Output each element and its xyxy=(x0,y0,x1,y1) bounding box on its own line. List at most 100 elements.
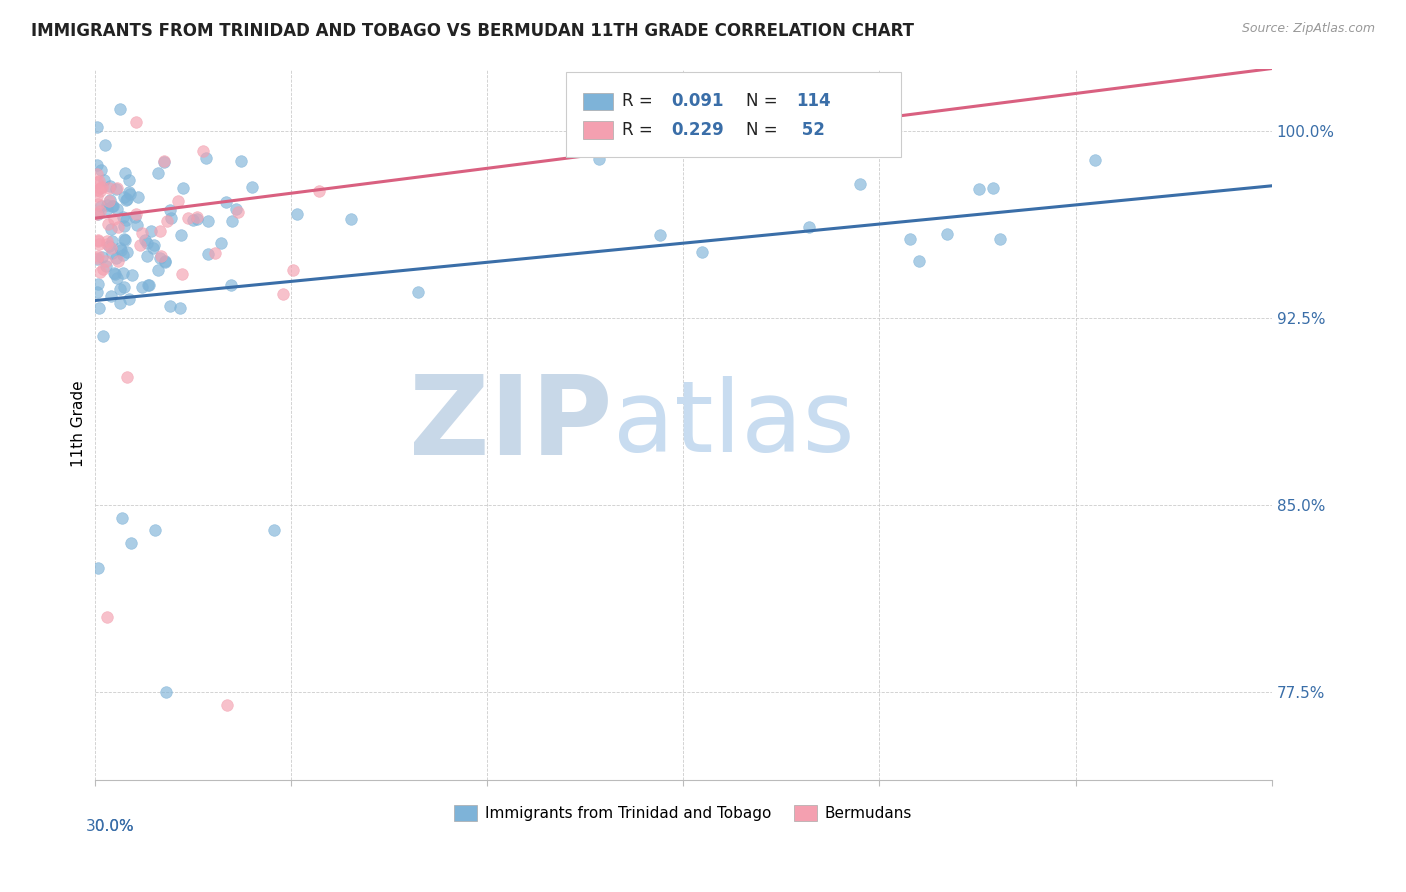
Point xyxy=(86,234,108,248)
Point xyxy=(215,194,238,209)
Point xyxy=(225,202,247,216)
Point xyxy=(86,233,108,247)
Point xyxy=(120,535,142,549)
Point xyxy=(195,151,218,165)
Point xyxy=(90,250,112,264)
Point xyxy=(114,166,136,180)
Point xyxy=(149,249,172,263)
Point xyxy=(93,262,115,277)
Text: IMMIGRANTS FROM TRINIDAD AND TOBAGO VS BERMUDAN 11TH GRADE CORRELATION CHART: IMMIGRANTS FROM TRINIDAD AND TOBAGO VS B… xyxy=(31,22,914,40)
Point xyxy=(172,181,194,195)
Point xyxy=(138,278,160,293)
Point xyxy=(91,179,114,194)
Point xyxy=(117,193,139,207)
Point xyxy=(105,202,128,216)
Point xyxy=(103,266,125,280)
Point xyxy=(94,138,117,153)
Point xyxy=(186,212,208,227)
Point xyxy=(110,244,132,258)
Point xyxy=(143,523,166,537)
Point xyxy=(153,253,176,268)
Point xyxy=(86,182,108,196)
Text: Source: ZipAtlas.com: Source: ZipAtlas.com xyxy=(1241,22,1375,36)
Point xyxy=(191,145,214,159)
Point xyxy=(112,189,135,203)
Point xyxy=(125,207,148,221)
Point xyxy=(111,266,134,280)
Point xyxy=(118,172,141,186)
Point xyxy=(121,268,143,282)
Point xyxy=(112,280,135,294)
Point xyxy=(131,280,153,294)
Point xyxy=(98,179,121,194)
Point xyxy=(181,213,204,227)
Point xyxy=(149,252,172,266)
Point xyxy=(197,214,219,228)
Text: R =: R = xyxy=(621,120,658,138)
Text: 52: 52 xyxy=(796,120,825,138)
Point xyxy=(936,227,959,241)
Point xyxy=(115,213,138,227)
Point xyxy=(89,301,111,316)
Point xyxy=(1084,153,1107,168)
Point xyxy=(94,259,117,273)
Point xyxy=(96,237,118,252)
Point xyxy=(125,218,148,232)
Point xyxy=(96,234,118,248)
Point xyxy=(142,241,165,255)
Point xyxy=(155,685,177,699)
Point xyxy=(648,228,671,243)
Point xyxy=(101,245,124,260)
Point xyxy=(86,252,108,266)
Point xyxy=(308,184,330,198)
Point xyxy=(96,198,118,212)
Point xyxy=(215,698,238,712)
Point xyxy=(87,197,110,211)
Point xyxy=(170,227,193,242)
FancyBboxPatch shape xyxy=(565,72,901,157)
Point xyxy=(283,263,305,277)
Point xyxy=(125,115,148,129)
Point xyxy=(87,249,110,263)
Point xyxy=(271,286,294,301)
Point xyxy=(103,211,125,226)
Point xyxy=(159,202,181,217)
Point xyxy=(105,251,128,265)
Point xyxy=(285,206,308,220)
Point xyxy=(90,162,112,177)
Point xyxy=(588,152,610,166)
Point xyxy=(86,158,108,172)
Text: 114: 114 xyxy=(796,92,831,111)
Point xyxy=(86,251,108,265)
Point xyxy=(134,233,156,247)
Point xyxy=(176,211,198,225)
Point xyxy=(186,210,208,224)
Point xyxy=(112,219,135,234)
Point xyxy=(101,234,124,248)
Point xyxy=(110,242,132,256)
Point xyxy=(967,182,990,196)
Point xyxy=(155,254,177,268)
Text: N =: N = xyxy=(745,120,783,138)
Point xyxy=(159,299,181,313)
Point xyxy=(160,211,183,226)
Text: atlas: atlas xyxy=(613,376,855,473)
Point xyxy=(204,246,226,260)
Point xyxy=(263,523,285,537)
Point xyxy=(149,224,172,238)
Point xyxy=(131,226,153,240)
Point xyxy=(118,186,141,201)
Point xyxy=(690,244,713,259)
Point xyxy=(105,271,128,285)
Point xyxy=(898,232,921,246)
Point xyxy=(988,232,1011,246)
Point xyxy=(219,277,242,292)
Point xyxy=(128,238,150,252)
FancyBboxPatch shape xyxy=(583,121,613,139)
Point xyxy=(90,199,112,213)
Text: N =: N = xyxy=(745,92,783,111)
Point xyxy=(135,249,157,263)
Point xyxy=(86,167,108,181)
Point xyxy=(226,205,249,219)
Point xyxy=(100,289,122,303)
